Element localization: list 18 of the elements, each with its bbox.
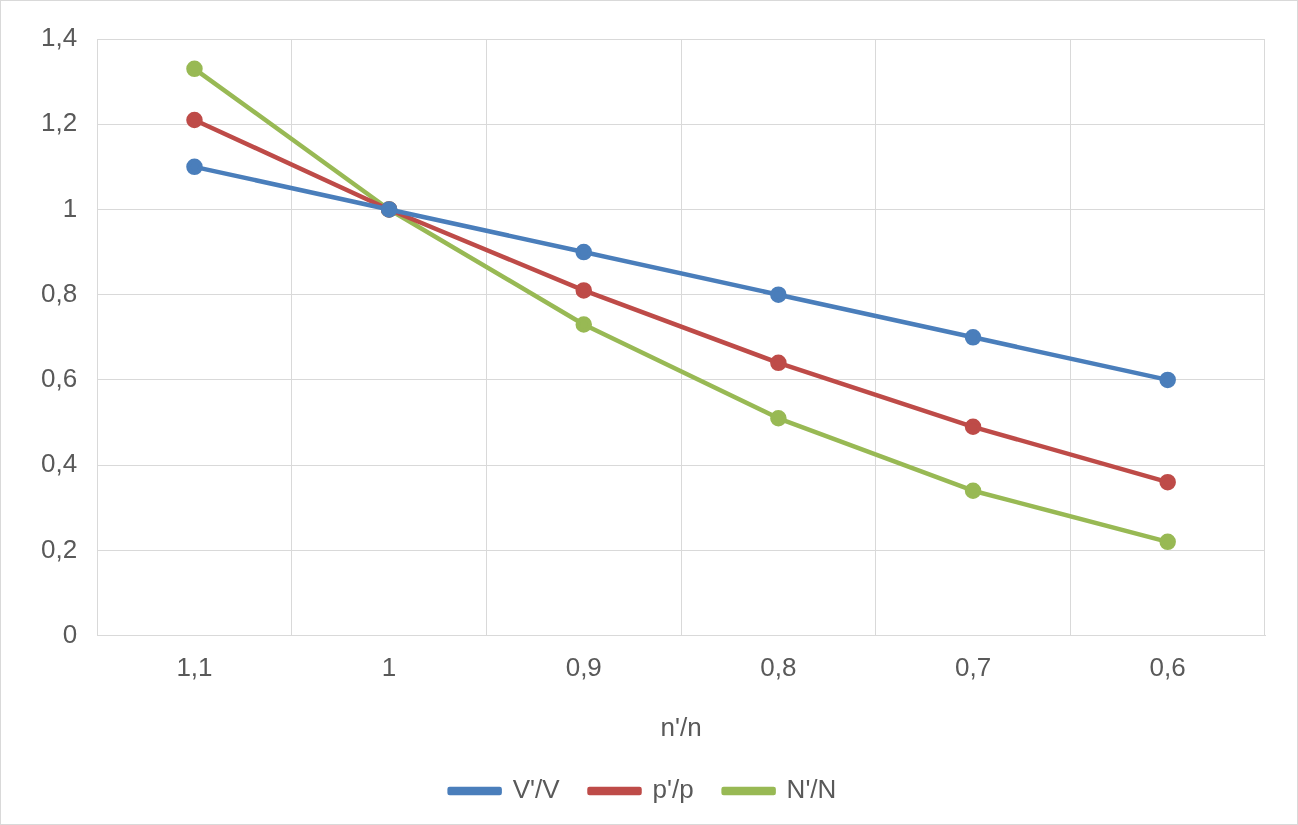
y-tick-label: 1,2 (40, 107, 78, 138)
y-tick-label: 1,4 (40, 22, 78, 53)
legend-label: N'/N (786, 774, 837, 805)
x-tick-label: 1,1 (176, 652, 213, 683)
y-tick-label: 0,4 (40, 448, 78, 479)
y-tick-label: 1 (62, 192, 78, 223)
y-tick-label: 0,6 (40, 363, 78, 394)
legend-label: V'/V (512, 774, 561, 805)
x-axis-title: n'/n (660, 711, 702, 742)
y-tick-label: 0 (62, 618, 78, 649)
y-tick-label: 0,2 (40, 533, 78, 564)
x-tick-label: 0,8 (760, 652, 797, 683)
x-tick-label: 0,7 (954, 652, 992, 683)
x-tick-label: 0,9 (565, 652, 602, 683)
legend-label: p'/p (652, 774, 694, 805)
x-tick-label: 0,6 (1149, 652, 1186, 683)
y-tick-label: 0,8 (40, 277, 78, 308)
x-tick-label: 1 (381, 652, 397, 683)
